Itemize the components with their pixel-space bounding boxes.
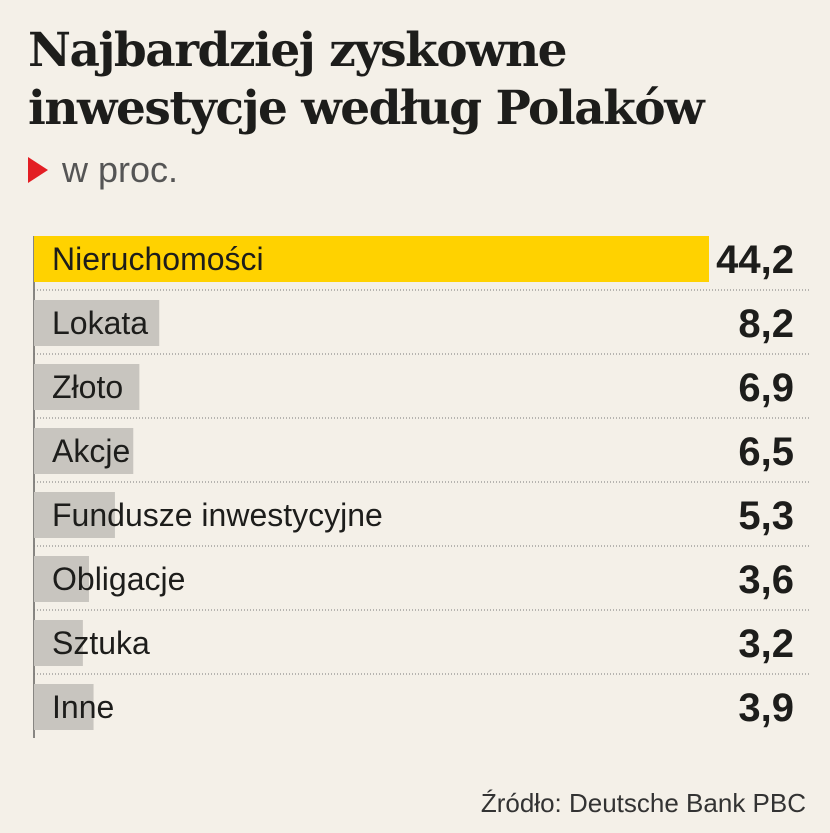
unit-label: w proc. xyxy=(62,149,179,190)
category-label: Sztuka xyxy=(52,625,150,661)
data-label: 3,2 xyxy=(738,622,794,666)
bar-1 xyxy=(34,300,160,346)
data-label: 5,3 xyxy=(738,494,794,538)
data-label: 8,2 xyxy=(738,302,794,346)
data-label: 6,5 xyxy=(738,430,794,474)
category-label: Obligacje xyxy=(52,561,185,597)
chart-title: Najbardziej zyskowne inwestycje według P… xyxy=(28,23,705,136)
bar-3 xyxy=(34,428,134,474)
bar-4 xyxy=(34,492,115,538)
category-label: Inne xyxy=(52,689,114,725)
category-label: Nieruchomości xyxy=(52,241,264,277)
bar-6 xyxy=(34,620,83,666)
category-label: Akcje xyxy=(52,433,130,469)
bar-0 xyxy=(34,236,709,282)
category-label: Złoto xyxy=(52,369,123,405)
triangle-icon xyxy=(28,157,48,183)
category-label: Fundusze inwestycyjne xyxy=(52,497,383,533)
chart-subtitle: w proc. xyxy=(28,150,178,190)
data-label: 6,9 xyxy=(738,366,794,410)
data-label: 3,6 xyxy=(738,558,794,602)
category-label: Lokata xyxy=(52,305,148,341)
bar-5 xyxy=(34,556,89,602)
data-label: 3,9 xyxy=(738,686,794,730)
data-label: 44,2 xyxy=(716,238,794,282)
bar-2 xyxy=(34,364,140,410)
bar-7 xyxy=(34,684,94,730)
source-note: Źródło: Deutsche Bank PBC xyxy=(480,788,806,818)
